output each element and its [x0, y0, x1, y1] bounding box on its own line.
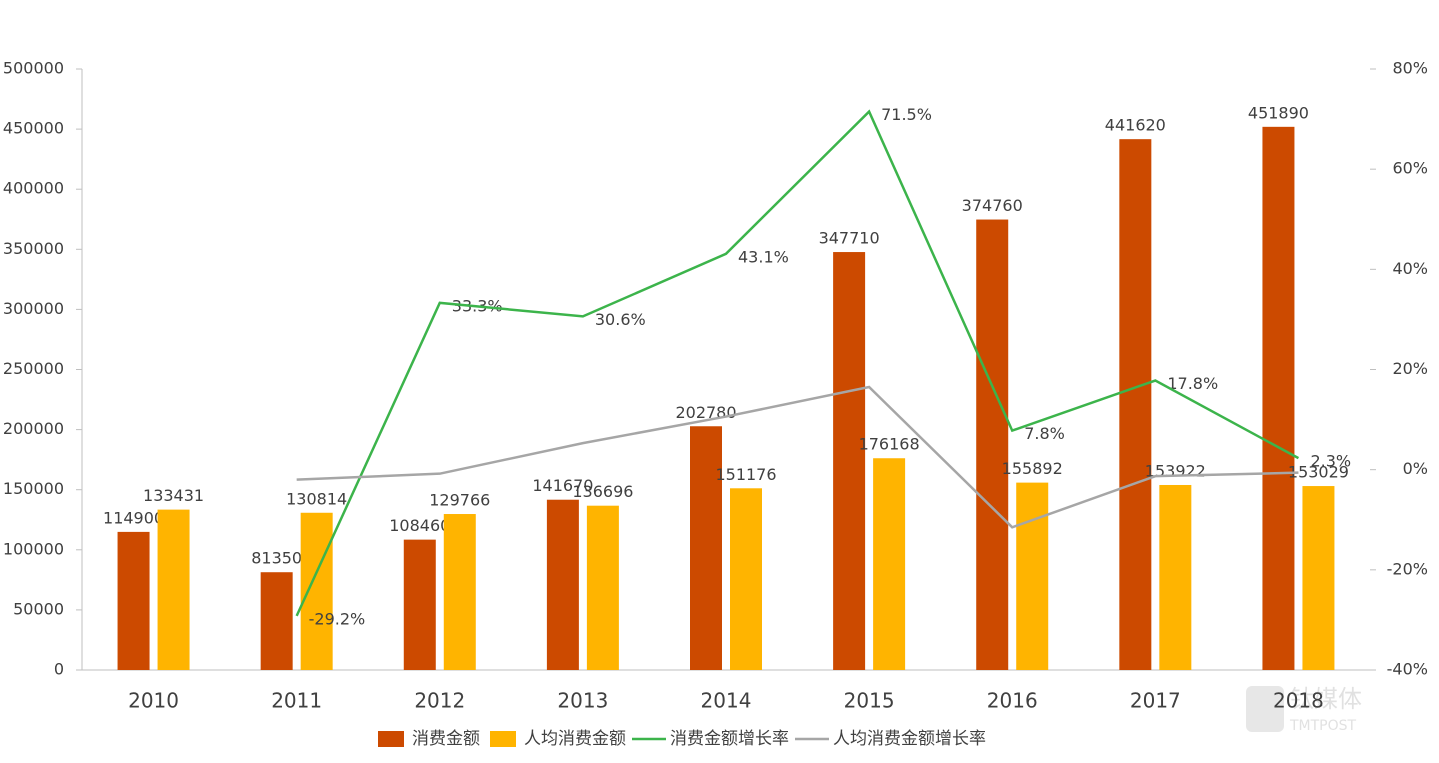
bar-value-label: 347710 — [819, 229, 880, 248]
bar-value-label: 151176 — [715, 465, 776, 484]
x-tick-label: 2014 — [701, 689, 752, 713]
watermark: 钛媒体 TMTPOST — [1246, 685, 1362, 734]
legend-label: 人均消费金额 — [524, 729, 626, 749]
watermark-logo — [1246, 686, 1284, 732]
bar-value-label: 129766 — [429, 491, 490, 510]
watermark-text: 钛媒体 — [1290, 685, 1362, 713]
y2-tick-label: 20% — [1392, 359, 1428, 378]
line — [295, 109, 1300, 617]
bar-value-label: 176168 — [859, 435, 920, 454]
y2-tick-label: 80% — [1392, 59, 1428, 78]
x-tick-label: 2011 — [271, 689, 322, 713]
legend-label: 消费金额增长率 — [670, 729, 789, 749]
x-tick-label: 2018 — [1273, 689, 1324, 713]
legend-label: 人均消费金额增长率 — [833, 729, 986, 749]
y-tick-label: 400000 — [3, 179, 64, 198]
y-tick-label: 350000 — [3, 239, 64, 258]
bar — [730, 488, 762, 670]
bar-value-label: 155892 — [1002, 459, 1063, 478]
y2-tick-label: 40% — [1392, 259, 1428, 278]
y-tick-label: 100000 — [3, 539, 64, 558]
legend-label: 消费金额 — [412, 729, 480, 749]
bar — [443, 514, 476, 670]
bar — [1016, 482, 1049, 670]
x-tick-label: 2016 — [987, 689, 1038, 713]
y2-tick-label: 60% — [1392, 159, 1428, 178]
y-tick-label: 500000 — [3, 59, 64, 78]
bar — [546, 499, 579, 670]
bar-value-label: 451890 — [1248, 103, 1309, 122]
line-value-label: -29.2% — [309, 609, 366, 628]
bar — [833, 252, 866, 670]
bar-value-label: 114900 — [103, 508, 164, 527]
bar — [1119, 139, 1152, 671]
bar — [586, 505, 619, 670]
bar-value-label: 441620 — [1105, 116, 1166, 135]
bar — [260, 572, 293, 670]
bar — [976, 219, 1009, 670]
bar — [1262, 126, 1295, 670]
line-value-label: 43.1% — [738, 247, 789, 266]
y2-tick-label: -40% — [1387, 660, 1428, 679]
line-value-label: 30.6% — [595, 310, 646, 329]
bar — [117, 531, 150, 670]
y-tick-label: 150000 — [3, 479, 64, 498]
x-tick-label: 2012 — [414, 689, 465, 713]
bar-value-label: 136696 — [572, 482, 633, 501]
y-tick-label: 450000 — [3, 119, 64, 138]
bar-value-label: 81350 — [251, 549, 302, 568]
y-tick-label: 200000 — [3, 419, 64, 438]
bar — [690, 426, 722, 670]
watermark-subtext: TMTPOST — [1289, 718, 1357, 734]
bar-value-label: 202780 — [675, 403, 736, 422]
line-value-label: 2.3% — [1310, 452, 1351, 471]
y2-tick-label: -20% — [1387, 559, 1428, 578]
line-value-label: 71.5% — [881, 105, 932, 124]
bar-value-label: 133431 — [143, 486, 204, 505]
legend-swatch — [378, 731, 404, 747]
bar — [157, 509, 190, 670]
line-value-label: 7.8% — [1024, 424, 1065, 443]
line-value-label: 17.8% — [1167, 374, 1218, 393]
x-tick-label: 2010 — [128, 689, 179, 713]
y-tick-label: 250000 — [3, 359, 64, 378]
bar — [300, 512, 333, 670]
y2-tick-label: 0% — [1403, 459, 1428, 478]
x-tick-label: 2017 — [1130, 689, 1181, 713]
bar — [873, 458, 906, 670]
bar-value-label: 108460 — [389, 516, 450, 535]
bar — [1159, 484, 1192, 670]
y-tick-label: 0 — [54, 660, 64, 679]
line — [296, 385, 1299, 529]
x-tick-label: 2015 — [844, 689, 895, 713]
y-tick-label: 50000 — [13, 599, 64, 618]
bar-value-label: 374760 — [962, 196, 1023, 215]
bar-value-label: 141670 — [532, 476, 593, 495]
bar — [403, 539, 436, 670]
y-tick-label: 300000 — [3, 299, 64, 318]
legend-swatch — [490, 731, 516, 747]
bar — [1302, 486, 1335, 670]
bar-value-label: 130814 — [286, 489, 347, 508]
x-tick-label: 2013 — [557, 689, 608, 713]
bar-value-label: 153029 — [1288, 463, 1349, 482]
